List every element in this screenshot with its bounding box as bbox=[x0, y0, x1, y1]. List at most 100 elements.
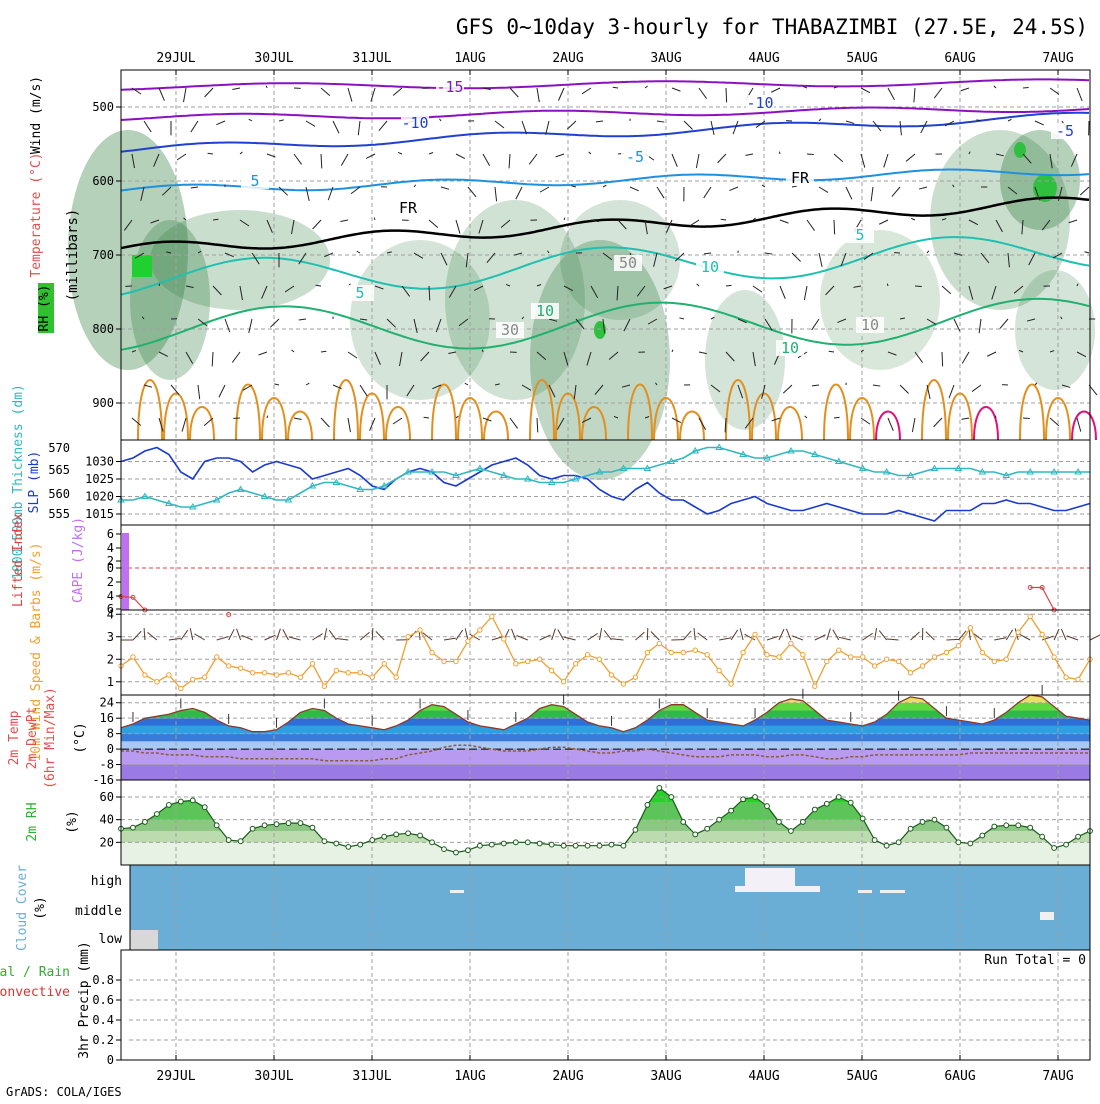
rh-ylabel-unit: (%) bbox=[65, 810, 80, 833]
temp-tick: 16 bbox=[100, 711, 114, 725]
wind-speed-point bbox=[191, 677, 195, 681]
contour-label: 50 bbox=[619, 254, 637, 272]
cape-tick: 4 bbox=[107, 541, 114, 555]
rh-point bbox=[932, 817, 937, 822]
rh-point bbox=[789, 829, 794, 834]
rh-point bbox=[262, 823, 267, 828]
rh-point bbox=[334, 841, 339, 846]
contour-label: -15 bbox=[436, 78, 463, 96]
rh-point bbox=[166, 803, 171, 808]
precip-tick: 0.4 bbox=[92, 1013, 114, 1027]
date-label-top: 29JUL bbox=[156, 51, 195, 66]
wind-speed-point bbox=[286, 671, 290, 675]
wind-speed-point bbox=[394, 675, 398, 679]
wind-barb bbox=[316, 285, 321, 286]
wind-speed-point bbox=[1076, 677, 1080, 681]
wind-barb bbox=[995, 416, 996, 418]
wind-tick: 2 bbox=[107, 652, 114, 666]
rh-point bbox=[537, 841, 542, 846]
wind-barb bbox=[834, 220, 835, 234]
wind-speed-point bbox=[657, 641, 661, 645]
rh-point bbox=[298, 821, 303, 826]
rh-point bbox=[1040, 834, 1045, 839]
precip-tick: 0.2 bbox=[92, 1033, 114, 1047]
rh-point bbox=[131, 825, 136, 830]
temp-tick: 8 bbox=[107, 727, 114, 741]
precip-tick: 0 bbox=[107, 1053, 114, 1067]
temp-tick: 0 bbox=[107, 742, 114, 756]
rh-point bbox=[250, 826, 255, 831]
wind-speed-point bbox=[813, 684, 817, 688]
temp-ylabel-a: 2m Temp bbox=[7, 710, 22, 765]
rh-point bbox=[860, 816, 865, 821]
rh-point bbox=[633, 827, 638, 832]
rh-point bbox=[454, 850, 459, 855]
contour-label: 5 bbox=[355, 284, 364, 302]
temp-band bbox=[121, 741, 1090, 749]
wind-speed-point bbox=[430, 650, 434, 654]
contour-label: 5 bbox=[250, 172, 259, 190]
wind-speed-point bbox=[179, 686, 183, 690]
rh-point bbox=[573, 843, 578, 848]
temp-band bbox=[121, 734, 1090, 742]
wind-speed-point bbox=[526, 659, 530, 663]
rh-point bbox=[489, 842, 494, 847]
contour-label: FR bbox=[399, 199, 418, 217]
wind-speed-point bbox=[382, 662, 386, 666]
wind-speed-point bbox=[932, 655, 936, 659]
rh-point bbox=[322, 839, 327, 844]
wind-speed-point bbox=[334, 668, 338, 672]
rh-point bbox=[525, 840, 530, 845]
contour-label: -5 bbox=[626, 148, 644, 166]
rh-point bbox=[836, 795, 841, 800]
cape-bar bbox=[122, 533, 129, 610]
wind-barb-10m bbox=[946, 639, 958, 640]
date-label-top: 5AUG bbox=[846, 51, 877, 66]
rh-point bbox=[238, 839, 243, 844]
rh-legend: RH (%) bbox=[37, 285, 52, 332]
rh-point bbox=[382, 834, 387, 839]
date-label-bottom: 29JUL bbox=[156, 1069, 195, 1084]
wind-speed-point bbox=[585, 653, 589, 657]
rh-point bbox=[477, 843, 482, 848]
slp-tick: 1015 bbox=[85, 507, 114, 521]
cloud-patch bbox=[858, 890, 872, 893]
wind-speed-point bbox=[669, 650, 673, 654]
temp-ylabel-b: 2m DewPt bbox=[25, 707, 40, 770]
rh-point bbox=[143, 820, 148, 825]
wind-speed-point bbox=[609, 673, 613, 677]
wind-speed-point bbox=[944, 650, 948, 654]
rh-point bbox=[597, 843, 602, 848]
rh-point bbox=[178, 799, 183, 804]
rh-point bbox=[501, 841, 506, 846]
wind-tick: 3 bbox=[107, 630, 114, 644]
rh-point bbox=[681, 820, 686, 825]
precip-tick: 0.6 bbox=[92, 993, 114, 1007]
cape-tick: 2 bbox=[107, 575, 114, 589]
cloud-high-patch bbox=[735, 886, 820, 892]
wind-speed-point bbox=[968, 626, 972, 630]
wind-tick: 1 bbox=[107, 675, 114, 689]
wind-speed-point bbox=[310, 662, 314, 666]
rh-point bbox=[274, 822, 279, 827]
wind-barb bbox=[726, 88, 727, 102]
cloud-patch bbox=[880, 890, 905, 893]
wind-legend: Wind (m/s) bbox=[29, 76, 44, 154]
rh-point bbox=[466, 848, 471, 853]
wind-barb bbox=[1023, 87, 1029, 88]
date-label-bottom: 30JUL bbox=[254, 1069, 293, 1084]
wind-speed-point bbox=[454, 659, 458, 663]
rh-point bbox=[442, 847, 447, 852]
wind-speed-point bbox=[837, 648, 841, 652]
cape-tick: 4 bbox=[107, 589, 114, 603]
wind-speed-point bbox=[549, 668, 553, 672]
wind-speed-point bbox=[825, 659, 829, 663]
pressure-tick: 500 bbox=[92, 100, 114, 114]
cape-tick: 0 bbox=[107, 561, 114, 575]
rh-tick: 40 bbox=[100, 813, 114, 827]
wind-speed-point bbox=[226, 664, 230, 668]
date-label-top: 2AUG bbox=[552, 51, 583, 66]
wind-speed-point bbox=[705, 653, 709, 657]
chart-title: GFS 0~10day 3-hourly for THABAZIMBI (27.… bbox=[456, 15, 1088, 39]
